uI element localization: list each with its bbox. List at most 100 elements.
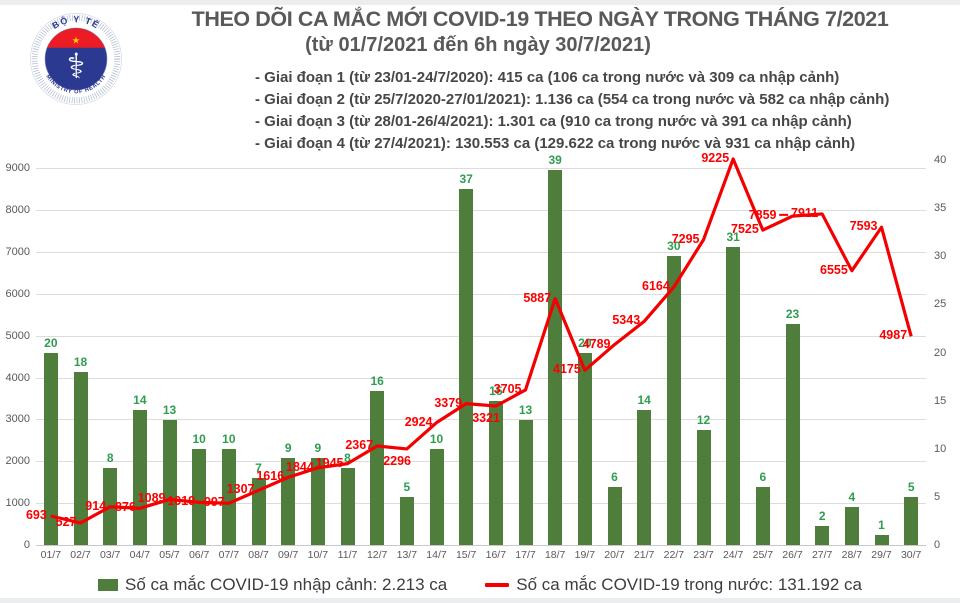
gridline-6000 <box>36 293 926 295</box>
bar-label-10/7: 9 <box>314 441 322 456</box>
bar-01/7 <box>43 352 58 545</box>
line-label-text: 1019 <box>167 494 196 509</box>
line-label-text: 2924 <box>404 414 433 429</box>
bar-label-08/7: 7 <box>255 460 262 475</box>
bar-10/7 <box>310 458 325 545</box>
line-label-text: 3379 <box>434 395 463 410</box>
staff-of-asclepius-icon: ⚕ <box>67 47 86 87</box>
line-label-text: 876 <box>114 500 136 515</box>
bar-label-07/7: 10 <box>222 431 236 446</box>
bar-20/7 <box>607 487 622 545</box>
bar-02/7 <box>73 371 88 545</box>
line-path <box>50 157 913 525</box>
line-label-text: 5343 <box>612 313 641 328</box>
line-label-text: 693 <box>25 507 47 522</box>
bar-04/7 <box>132 410 147 545</box>
bar-label-18/7: 39 <box>548 152 562 167</box>
bar-label-13/7: 5 <box>403 479 411 494</box>
line-label-02/7: 527 <box>56 515 77 529</box>
line-label-08/7: 1307 <box>227 482 255 496</box>
bar-12/7 <box>370 391 385 545</box>
line-label-27/7: 7911 <box>791 206 818 220</box>
line-label-11/7: 1945 <box>316 455 344 469</box>
left-axis-tick-7000: 7000 <box>5 246 30 259</box>
x-axis-label-25/7: 25/7 <box>752 549 774 561</box>
line-label-text: 7859 <box>748 207 777 222</box>
line-label-01/7: 693 <box>26 508 47 522</box>
line-label-text: 1307 <box>226 482 255 497</box>
bar-29/7 <box>874 535 889 545</box>
line-label-text: 3705 <box>493 381 522 396</box>
gridline-5000 <box>36 335 926 337</box>
line-label-text: 1945 <box>315 455 344 470</box>
bar-28/7 <box>844 506 859 545</box>
line-label-28/7: 6555 <box>820 263 848 277</box>
bar-label-24/7: 31 <box>726 229 740 244</box>
bar-label-21/7: 14 <box>637 393 651 408</box>
left-axis-tick-6000: 6000 <box>5 287 30 300</box>
domestic-cases-line <box>50 157 913 525</box>
bar-17/7 <box>518 419 533 545</box>
page-subtitle: (từ 01/7/2021 đến 6h ngày 30/7/2021) <box>305 34 651 56</box>
bar-label-28/7: 4 <box>848 489 856 504</box>
line-label-30/7: 4987 <box>879 328 907 342</box>
right-axis-tick-15: 15 <box>934 394 947 407</box>
line-label-text: 9225 <box>701 150 730 165</box>
right-axis-tick-30: 30 <box>934 250 947 263</box>
right-axis-tick-35: 35 <box>934 202 947 215</box>
x-axis-label-17/7: 17/7 <box>515 549 536 561</box>
line-label-13/7: 2296 <box>383 454 411 468</box>
bar-label-04/7: 14 <box>133 393 147 408</box>
line-label-text: 1089 <box>137 491 166 506</box>
bar-label-22/7: 30 <box>667 239 681 254</box>
line-label-19/7: 4175 <box>553 362 581 376</box>
bar-label-15/7: 37 <box>459 171 473 186</box>
line-label-17/7: 3705 <box>494 382 522 396</box>
line-label-14/7: 2924 <box>405 415 433 429</box>
right-axis-tick-0: 0 <box>934 539 941 551</box>
line-label-06/7: 1019 <box>167 494 195 508</box>
line-label-22/7: 6164 <box>642 279 670 293</box>
bar-15/7 <box>459 188 474 545</box>
line-label-text: 914 <box>85 498 107 513</box>
gridline-7000 <box>36 252 926 254</box>
line-label-20/7: 4789 <box>583 336 611 350</box>
bar-label-02/7: 18 <box>73 354 88 369</box>
x-axis-label-26/7: 26/7 <box>782 549 803 561</box>
gridline-0 <box>36 545 926 546</box>
x-axis-label-13/7: 13/7 <box>396 549 418 561</box>
line-label-text: 6555 <box>820 262 848 277</box>
bar-label-25/7: 6 <box>759 470 767 485</box>
bar-07/7 <box>221 448 236 545</box>
line-label-text: 4175 <box>553 362 581 377</box>
bar-label-27/7: 2 <box>818 508 826 523</box>
line-label-10/7: 1844 <box>286 460 314 474</box>
x-axis-label-24/7: 24/7 <box>722 549 744 561</box>
red-line-swatch-icon <box>485 583 510 587</box>
bar-label-12/7: 16 <box>370 374 384 388</box>
bar-27/7 <box>815 525 830 545</box>
x-axis-label-29/7: 29/7 <box>871 549 892 561</box>
bar-label-19/7: 20 <box>578 335 592 350</box>
bar-23/7 <box>696 429 711 545</box>
left-axis-tick-2000: 2000 <box>5 455 30 468</box>
page-title: THEO DÕI CA MẮC MỚI COVID-19 THEO NGÀY T… <box>191 7 889 31</box>
line-label-04/7: 876 <box>115 500 136 514</box>
bar-19/7 <box>577 352 592 545</box>
bar-label-03/7: 8 <box>106 451 114 465</box>
line-label-text: 5887 <box>523 290 552 305</box>
line-label-text: 4789 <box>582 336 611 351</box>
line-label-text: 527 <box>55 514 77 529</box>
bar-21/7 <box>637 410 652 545</box>
line-label-03/7: 914 <box>85 499 106 513</box>
x-axis-label-09/7: 09/7 <box>277 549 299 561</box>
x-axis-label-15/7: 15/7 <box>455 549 477 561</box>
x-axis-label-18/7: 18/7 <box>544 549 566 561</box>
x-axis-label-01/7: 01/7 <box>40 549 62 561</box>
legend-item-imported: Số ca mắc COVID-19 nhập cảnh: 2.213 ca <box>98 575 447 595</box>
gridline-9000 <box>36 168 926 170</box>
legend-imported-label: Số ca mắc COVID-19 nhập cảnh: 2.213 ca <box>125 575 448 594</box>
line-label-text: 7525 <box>731 221 759 236</box>
bullet-phase-1: - Giai đoạn 1 (từ 23/01-24/7/2020): 415 … <box>255 69 840 86</box>
left-axis-tick-9000: 9000 <box>5 162 30 175</box>
